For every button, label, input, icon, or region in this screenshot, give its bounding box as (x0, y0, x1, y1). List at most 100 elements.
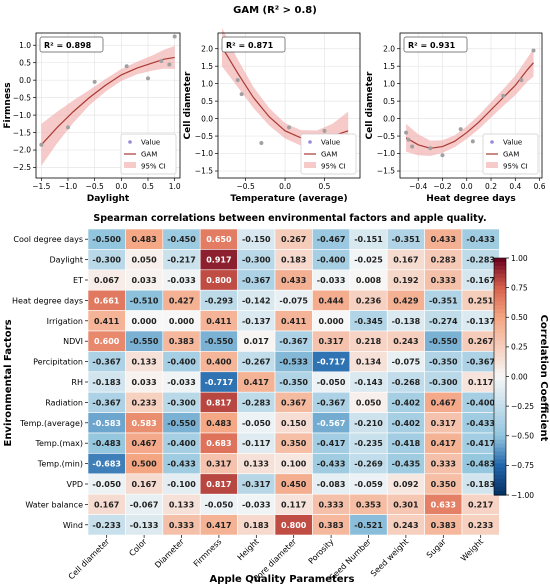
heatmap-cell-value: -0.269 (354, 460, 383, 469)
y-tick-label: 1.5 (383, 62, 395, 71)
heatmap-cell-value: 0.267 (468, 337, 493, 346)
heatmap-cell-value: 0.917 (206, 256, 231, 265)
heatmap-cell-value: -0.345 (354, 317, 383, 326)
heatmap-row-label: Temp.(average) (19, 419, 83, 428)
heatmap-cell-value: 0.134 (356, 358, 382, 367)
legend-ci-swatch (304, 162, 316, 168)
heatmap-cell-value: -0.683 (92, 460, 121, 469)
data-point (239, 92, 244, 97)
colorbar-segment (494, 348, 506, 354)
heatmap-cell-value: -0.183 (466, 480, 495, 489)
heatmap-cell-value: -0.059 (354, 480, 383, 489)
y-tick-label: 0.5 (383, 97, 395, 106)
colorbar-segment (494, 273, 506, 279)
heatmap-cell-value: -0.510 (130, 296, 159, 305)
legend-value-label: Value (503, 139, 522, 147)
x-tick-label: 1.0 (169, 182, 181, 191)
legend-ci-label: 95% CI (141, 163, 166, 171)
y-tick-label: 2.0 (201, 44, 213, 53)
heatmap-cell-value: 0.117 (468, 378, 493, 387)
legend-ci-label: 95% CI (503, 163, 528, 171)
data-point (440, 153, 445, 158)
x-axis-label: Heat degree days (426, 194, 515, 204)
heatmap-cell-value: -0.050 (205, 500, 234, 509)
heatmap-cell-value: 0.583 (131, 419, 156, 428)
heatmap-cell-value: -0.583 (92, 419, 121, 428)
colorbar-tick-label: 0.25 (511, 343, 528, 352)
heatmap-cell-value: 0.183 (281, 256, 306, 265)
y-tick-label: −1.5 (13, 128, 31, 137)
heatmap-cell-value: -0.300 (92, 256, 121, 265)
heatmap-cell-value: 0.317 (318, 337, 343, 346)
colorbar-segment (494, 293, 506, 299)
heatmap-cell-value: -0.433 (317, 460, 346, 469)
data-point (159, 58, 164, 63)
x-tick-label: −0.4 (409, 182, 427, 191)
heatmap-cell-value: -0.417 (317, 439, 346, 448)
heatmap-cell-value: 0.233 (468, 521, 493, 530)
x-tick-label: 0.5 (142, 182, 154, 191)
y-tick-label: −0.5 (195, 132, 213, 141)
colorbar-segment (494, 364, 506, 370)
heatmap-cell-value: 0.433 (281, 276, 306, 285)
x-tick-label: −1.5 (32, 182, 50, 191)
colorbar-segment (494, 439, 506, 445)
heatmap-cell-value: -0.350 (279, 378, 308, 387)
heatmap-cell-value: 0.267 (281, 235, 306, 244)
data-point (428, 146, 433, 151)
x-axis-label: Daylight (87, 194, 130, 204)
heatmap-cell-value: 0.317 (206, 460, 231, 469)
heatmap-cell-value: 0.251 (468, 296, 494, 305)
heatmap-column-label: Height (236, 537, 261, 562)
heatmap-cell-value: 0.661 (94, 296, 120, 305)
plot-frame (217, 32, 361, 179)
colorbar-segment (494, 344, 506, 350)
colorbar-segment (494, 297, 506, 303)
heatmap-cell-value: 0.800 (206, 276, 232, 285)
heatmap-cell-value: 0.050 (131, 256, 157, 265)
heatmap-cell-value: -0.075 (279, 296, 308, 305)
colorbar-segment (494, 380, 506, 385)
heatmap-row-label: Radiation (45, 398, 83, 407)
x-tick-label: −0.2 (433, 182, 451, 191)
heatmap-cell-value: 0.353 (356, 500, 381, 509)
heatmap-column-label: Firmness (192, 537, 223, 568)
y-tick-label: 0.5 (19, 58, 31, 67)
heatmap-cell-value: -0.050 (242, 419, 271, 428)
y-tick-label: −2.5 (13, 163, 31, 172)
heatmap-cell-value: 0.301 (393, 500, 419, 509)
heatmap-cell-value: 0.317 (431, 419, 456, 428)
heatmap-cell-value: -0.367 (92, 358, 121, 367)
colorbar-segment (494, 408, 506, 413)
heatmap-cell-value: -0.283 (242, 398, 271, 407)
heatmap-cell-value: 0.800 (281, 521, 307, 530)
colorbar-segment (494, 352, 506, 358)
heatmap-cell-value: 0.683 (206, 439, 231, 448)
heatmap-row-label: Temp.(min) (37, 460, 83, 469)
heatmap-cell-value: 0.411 (206, 317, 232, 326)
heatmap-cell-value: -0.137 (242, 317, 271, 326)
heatmap-cell-value: 0.467 (131, 439, 156, 448)
heatmap-cell-value: -0.083 (317, 480, 346, 489)
colorbar-segment (494, 467, 506, 472)
heatmap-cell-value: -0.367 (466, 358, 495, 367)
heatmap-cell-value: 0.417 (431, 439, 456, 448)
heatmap-cell-value: -0.402 (392, 419, 421, 428)
heatmap-cell-value: -0.151 (354, 235, 383, 244)
x-tick-label: 0.6 (534, 182, 546, 191)
heatmap-cell-value: 0.192 (393, 276, 418, 285)
heatmap-cell-value: 0.483 (131, 235, 156, 244)
heatmap-row-label: ET (73, 276, 83, 285)
data-point (66, 125, 70, 130)
heatmap-cell-value: -0.138 (392, 317, 421, 326)
colorbar-tick-label: 1.00 (511, 254, 528, 263)
x-tick-label: 0.0 (279, 182, 291, 191)
gam-panels: −1.5 −1.0 −0.5 0.0 0.5 1.0 1.0 0.5 0.0 −0.5 −1.0 −1… (3, 27, 546, 204)
heatmap-cell-value: 0.429 (393, 296, 419, 305)
heatmap-cell-value: -0.150 (242, 235, 271, 244)
figure-title: GAM (R² > 0.8) (233, 5, 317, 16)
heatmap-cell-value: 0.150 (281, 419, 307, 428)
y-tick-label: 1.0 (383, 79, 395, 88)
colorbar-segment (494, 487, 506, 492)
colorbar-segment (494, 471, 506, 476)
